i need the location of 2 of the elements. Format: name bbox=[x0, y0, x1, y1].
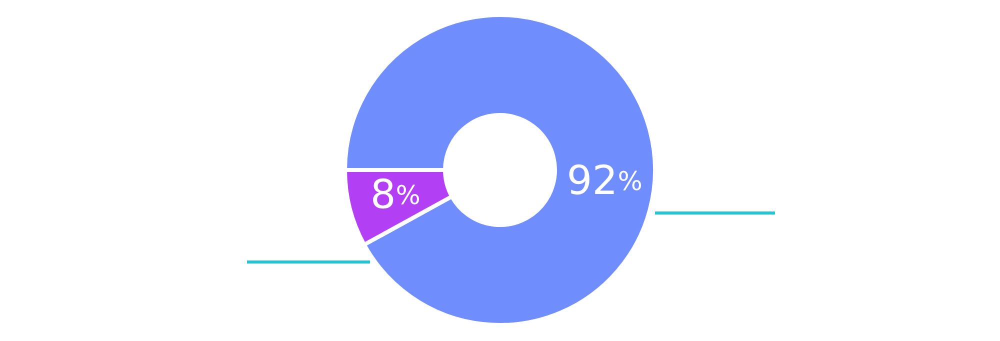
data-label: 92% bbox=[566, 158, 642, 204]
data-label: 8% bbox=[370, 172, 420, 218]
